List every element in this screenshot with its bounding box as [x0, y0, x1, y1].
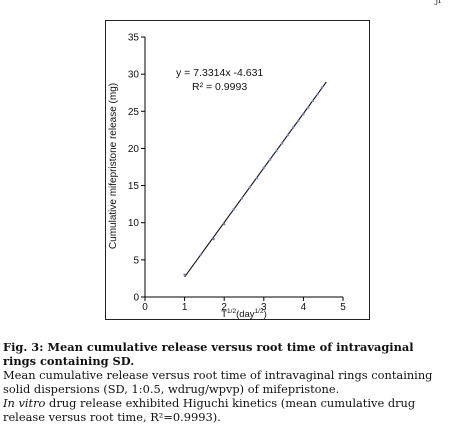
x-tick-label: 3 — [261, 302, 267, 313]
data-point — [292, 126, 295, 129]
y-ticks: 0 5 10 15 20 25 30 35 — [128, 33, 145, 304]
x-tick-label: 2 — [221, 302, 227, 313]
figure-caption: Fig. 3: Mean cumulative release versus r… — [3, 340, 446, 424]
x-axis-label-unit-close: ) — [264, 309, 267, 320]
data-point — [212, 237, 215, 241]
caption-in-vitro: In vitro — [3, 396, 46, 410]
data-point — [307, 106, 310, 109]
data-point — [183, 273, 186, 276]
x-tick-label: 4 — [301, 302, 307, 313]
y-tick-label: 10 — [128, 218, 140, 229]
equation-label: y = 7.3314x -4.631 — [176, 67, 263, 79]
caption-title: Fig. 3: Mean cumulative release versus r… — [3, 340, 414, 368]
data-point — [232, 208, 235, 211]
page-mark: ji — [435, 0, 441, 6]
data-point — [286, 133, 290, 137]
x-axis-label-sup: 1/2 — [227, 308, 236, 315]
x-tick-label: 5 — [340, 302, 346, 313]
data-point — [262, 166, 265, 169]
caption-kinetics: In vitro drug release exhibited Higuchi … — [3, 396, 446, 424]
data-point — [199, 253, 202, 256]
y-axis-label: Cumulative mifepristone release (mg) — [108, 83, 119, 249]
y-tick-label: 35 — [128, 33, 140, 44]
x-axis-label-unit-sup: 1/2 — [255, 308, 264, 315]
y-tick-label: 0 — [133, 293, 139, 304]
caption-kinetics-text: drug release exhibited Higuchi kinetics … — [3, 396, 416, 424]
chart-frame — [105, 20, 370, 320]
data-point — [302, 113, 305, 116]
data-point — [311, 99, 315, 102]
data-points — [183, 86, 324, 276]
y-tick-label: 25 — [128, 107, 140, 118]
data-point — [316, 93, 319, 96]
y-tick-label: 20 — [128, 144, 140, 155]
data-point — [297, 119, 300, 123]
x-axis-label-unit-open: (day — [236, 309, 255, 320]
y-tick-label: 15 — [128, 181, 140, 192]
r-squared-label: R² = 0.9993 — [192, 81, 247, 93]
data-point — [240, 197, 244, 200]
y-tick-label: 5 — [133, 255, 139, 266]
x-axis-label-base: T — [221, 309, 227, 320]
data-point — [275, 149, 278, 152]
y-tick-label: 30 — [128, 70, 140, 81]
caption-description: Mean cumulative release versus root time… — [3, 368, 433, 396]
data-point — [280, 142, 284, 145]
x-tick-label: 0 — [142, 302, 148, 313]
data-point — [255, 177, 259, 180]
x-tick-label: 1 — [182, 302, 188, 313]
x-ticks: 0 1 2 3 4 5 — [142, 297, 346, 313]
trendline-group — [184, 81, 327, 278]
data-point — [320, 86, 324, 89]
x-axis-label: T1/2(day1/2) — [221, 308, 267, 320]
data-point — [223, 223, 226, 226]
axes — [144, 37, 343, 298]
release-chart: 0 5 10 15 20 25 30 35 0 1 2 3 4 5 y = 7.3314x -4.631… — [108, 33, 346, 321]
data-point — [248, 185, 252, 189]
trendline — [184, 81, 327, 278]
data-point — [269, 158, 272, 161]
